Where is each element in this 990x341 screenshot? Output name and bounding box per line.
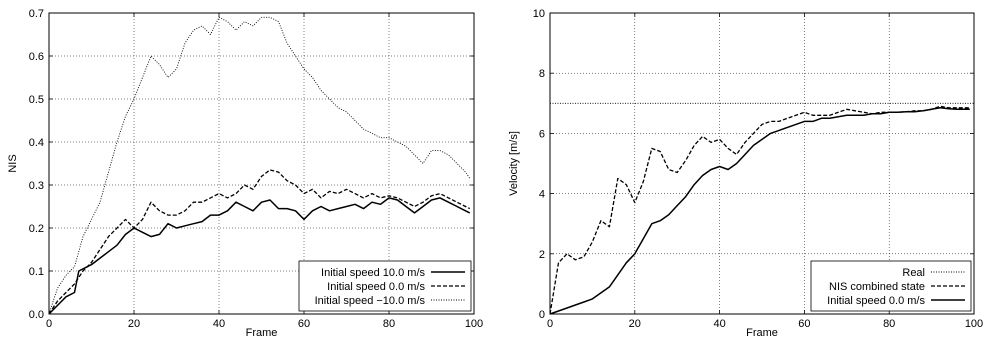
series-line-3 bbox=[549, 107, 970, 315]
series-line-3 bbox=[48, 16, 471, 315]
y-tick-label: 6 bbox=[539, 128, 545, 140]
y-axis-label: Velocity [m/s] bbox=[508, 131, 520, 196]
legend-label-2: Initial speed 0.0 m/s bbox=[327, 281, 425, 293]
legend-label-2: NIS combined state bbox=[829, 281, 925, 293]
y-tick-label: 0.4 bbox=[29, 137, 44, 149]
y-tick-label: 0.3 bbox=[29, 180, 44, 192]
x-tick-label: 80 bbox=[883, 318, 895, 330]
x-tick-label: 0 bbox=[547, 318, 553, 330]
legend-box bbox=[298, 260, 472, 312]
x-tick-label: 0 bbox=[46, 318, 52, 330]
legend: Real NIS combined state Initial speed 0.0 … bbox=[810, 260, 972, 312]
y-tick-label: 0 bbox=[539, 309, 545, 321]
x-tick-label: 40 bbox=[713, 318, 725, 330]
x-tick-label: 100 bbox=[965, 318, 983, 330]
y-tick-label: 8 bbox=[539, 68, 545, 80]
plot-frame bbox=[48, 12, 475, 315]
x-tick-label: 60 bbox=[298, 318, 310, 330]
x-tick-label: 20 bbox=[629, 318, 641, 330]
x-tick-label: 20 bbox=[128, 318, 140, 330]
y-tick-label: 0.0 bbox=[29, 309, 44, 321]
x-tick-label: 40 bbox=[213, 318, 225, 330]
legend-label-3: Initial speed 0.0 m/s bbox=[827, 295, 925, 307]
x-axis-label: Frame bbox=[246, 327, 278, 339]
legend-label-1: Initial speed 10.0 m/s bbox=[321, 267, 425, 279]
y-tick-label: 0.5 bbox=[29, 94, 44, 106]
y-tick-label: 0.1 bbox=[29, 266, 44, 278]
y-tick-label: 0.6 bbox=[29, 51, 44, 63]
plot-frame bbox=[549, 12, 975, 315]
x-tick-label: 80 bbox=[383, 318, 395, 330]
y-tick-label: 4 bbox=[539, 189, 545, 201]
x-axis-label: Frame bbox=[746, 327, 778, 339]
y-tick-label: 10 bbox=[533, 8, 545, 20]
chart-1: 0.0 0.1 0.2 0.3 0.4 0.5 0.6 0.7 0 20 40 60 80 100 Fram… bbox=[7, 8, 483, 339]
series-line-2 bbox=[48, 169, 471, 315]
x-tick-label: 60 bbox=[798, 318, 810, 330]
y-axis-label: NIS bbox=[7, 154, 19, 172]
y-tick-label: 2 bbox=[539, 249, 545, 261]
series-line-1 bbox=[48, 197, 471, 315]
legend-label-1: Real bbox=[902, 267, 925, 279]
y-tick-label: 0.7 bbox=[29, 8, 44, 20]
legend-label-3: Initial speed −10.0 m/s bbox=[315, 295, 426, 307]
legend: Initial speed 10.0 m/s Initial speed 0.0 … bbox=[298, 260, 472, 312]
x-tick-label: 100 bbox=[465, 318, 483, 330]
y-tick-label: 0.2 bbox=[29, 223, 44, 235]
